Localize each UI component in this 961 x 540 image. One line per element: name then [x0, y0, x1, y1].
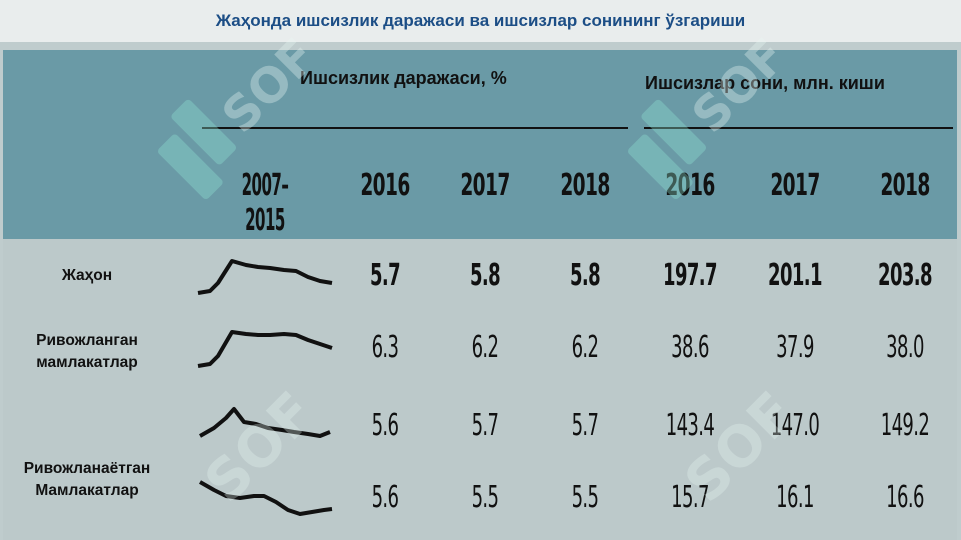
sparkline-developing-2 — [199, 480, 333, 516]
group-label-count: Ишсизлар сони, млн. киши — [645, 73, 885, 93]
row-label-developing: Ривожланаётган Мамлакатлар — [23, 460, 151, 499]
cell-world-count-2016: 197.7 — [663, 258, 718, 293]
row-label-world: Жаҳон — [61, 267, 113, 284]
group-label-rate: Ишсизлик даражаси, % — [300, 68, 507, 88]
title-bar: Жаҳонда ишсизлик даражаси ва ишсизлар со… — [0, 0, 961, 42]
cell-developed-rate-2017: 6.2 — [471, 330, 499, 365]
cell-developing1-count-2016: 143.4 — [665, 408, 715, 443]
cell-developing2-count-2018: 16.6 — [886, 480, 924, 515]
cell-developing2-count-2017: 16.1 — [776, 480, 814, 515]
cell-developed-count-2016: 38.6 — [671, 330, 709, 365]
cell-developing2-rate-2018: 5.5 — [571, 480, 599, 515]
cell-developed-rate-2018: 6.2 — [571, 330, 599, 365]
year-count-2017: 2017 — [770, 168, 820, 203]
cell-world-count-2017: 201.1 — [768, 258, 823, 293]
page-title: Жаҳонда ишсизлик даражаси ва ишсизлар со… — [215, 11, 746, 30]
count-rule — [644, 127, 953, 129]
sparkline-world — [197, 259, 333, 295]
year-count-2016: 2016 — [665, 168, 715, 203]
year-period: 2007–2015 — [241, 168, 289, 238]
rate-rule — [202, 127, 628, 129]
cell-developing2-count-2016: 15.7 — [671, 480, 709, 515]
cell-developing2-rate-2016: 5.6 — [371, 480, 399, 515]
year-count-2018: 2018 — [880, 168, 930, 203]
year-rate-2018: 2018 — [560, 168, 610, 203]
cell-developing1-rate-2017: 5.7 — [471, 408, 499, 443]
cell-developed-count-2018: 38.0 — [886, 330, 924, 365]
year-rate-2017: 2017 — [460, 168, 510, 203]
cell-developing1-rate-2018: 5.7 — [571, 408, 599, 443]
cell-developed-rate-2016: 6.3 — [371, 330, 399, 365]
cell-developing1-rate-2016: 5.6 — [371, 408, 399, 443]
cell-world-count-2018: 203.8 — [878, 258, 933, 293]
sparkline-developing-1 — [199, 407, 331, 438]
cell-developed-count-2017: 37.9 — [776, 330, 814, 365]
table-body — [3, 239, 957, 540]
cell-developing1-count-2018: 149.2 — [880, 408, 930, 443]
cell-developing2-rate-2017: 5.5 — [471, 480, 499, 515]
cell-developing1-count-2017: 147.0 — [770, 408, 820, 443]
year-rate-2016: 2016 — [360, 168, 410, 203]
cell-world-rate-2017: 5.8 — [469, 258, 501, 293]
row-label-developed: Ривожланган мамлакатлар — [36, 332, 138, 371]
sparkline-developed — [197, 330, 333, 368]
cell-world-rate-2018: 5.8 — [569, 258, 601, 293]
cell-world-rate-2016: 5.7 — [369, 258, 401, 293]
table-header — [3, 50, 957, 239]
